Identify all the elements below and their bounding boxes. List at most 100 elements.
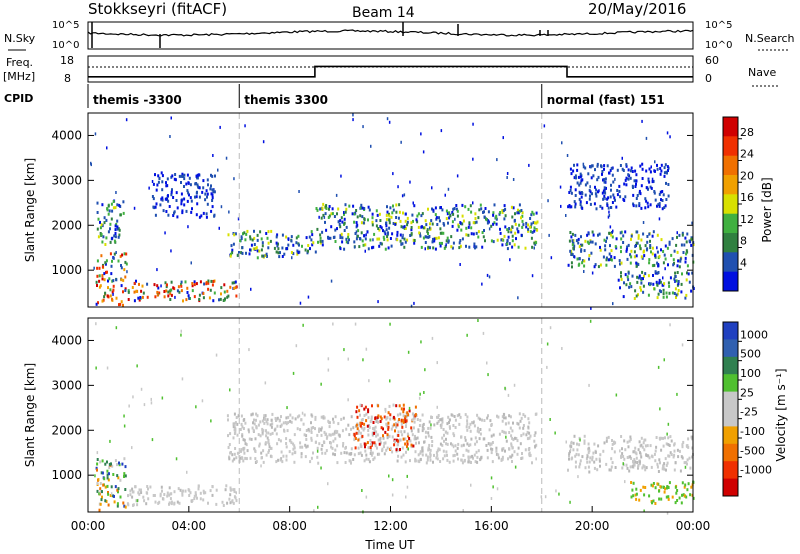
echo-cell [413, 420, 416, 424]
echo-cell [632, 481, 635, 485]
echo-cell [677, 280, 680, 283]
echo-cell [219, 125, 221, 129]
echo-cell [367, 433, 370, 437]
echo-cell [127, 503, 130, 507]
echo-cell [391, 211, 394, 215]
echo-cell [590, 251, 593, 255]
echo-cell [629, 435, 632, 439]
echo-cell [676, 231, 678, 235]
echo-cell [620, 435, 623, 438]
echo-cell [495, 449, 498, 453]
echo-cell [256, 414, 259, 418]
echo-cell [141, 295, 144, 299]
echo-cell [370, 417, 373, 421]
echo-cell [170, 190, 173, 194]
echo-cell [266, 436, 269, 440]
echo-cell [383, 415, 386, 419]
echo-cell [106, 366, 109, 370]
echo-cell [424, 247, 426, 251]
echo-cell [327, 482, 329, 486]
echo-cell [446, 422, 449, 426]
colorbar-swatch [723, 339, 738, 358]
echo-cell [614, 466, 617, 469]
echo-cell [127, 298, 130, 301]
echo-cell [110, 485, 113, 489]
echo-cell [156, 268, 158, 272]
echo-cell [106, 473, 109, 477]
echo-cell [591, 230, 594, 234]
echo-cell [340, 174, 342, 178]
echo-cell [664, 267, 666, 271]
echo-cell [382, 235, 385, 239]
echo-cell [425, 223, 428, 227]
echo-cell [369, 439, 372, 442]
echo-cell [302, 323, 304, 327]
echo-cell [510, 442, 513, 446]
echo-cell [258, 442, 261, 446]
echo-cell [178, 290, 181, 294]
echo-cell [535, 241, 538, 245]
date-title: 20/May/2016 [588, 0, 686, 18]
echo-cell [419, 450, 422, 454]
echo-cell [441, 443, 444, 447]
echo-cell [442, 449, 445, 453]
echo-cell [622, 169, 625, 172]
echo-cell [660, 198, 662, 202]
freq-tick-top: 18 [60, 54, 74, 67]
echo-cell [339, 225, 342, 229]
echo-cell [240, 235, 243, 239]
echo-cell [421, 212, 424, 216]
echo-cell [137, 491, 140, 495]
echo-cell [468, 425, 471, 429]
echo-cell [488, 227, 491, 231]
echo-cell [401, 425, 404, 429]
echo-cell [579, 172, 582, 176]
colorbar-swatch [723, 233, 738, 253]
echo-cell [131, 487, 134, 491]
echo-cell [404, 437, 407, 441]
nsky-label: N.Sky [4, 32, 36, 45]
echo-cell [534, 221, 536, 225]
echo-cell [385, 422, 388, 426]
echo-cell [193, 283, 196, 287]
colorbar-tick-label: 8 [740, 235, 747, 248]
echo-cell [169, 292, 172, 296]
echo-cell [402, 233, 404, 237]
echo-cell [278, 255, 281, 259]
echo-cell [404, 240, 407, 244]
echo-cell [210, 209, 213, 213]
echo-cell [206, 202, 209, 206]
echo-cell [458, 413, 461, 417]
echo-cell [196, 176, 199, 180]
echo-cell [465, 244, 467, 248]
echo-cell [202, 179, 205, 183]
echo-cell [443, 433, 445, 437]
echo-cell [508, 447, 510, 451]
echo-cell [232, 436, 235, 440]
echo-cell [520, 434, 523, 438]
echo-cell [469, 429, 472, 433]
echo-cell [666, 246, 669, 250]
echo-cell [588, 254, 591, 257]
echo-cell [135, 499, 138, 503]
echo-cell [234, 426, 237, 430]
echo-cell [301, 244, 303, 248]
echo-cell [152, 182, 155, 186]
echo-cell [464, 205, 467, 209]
echo-cell [497, 415, 500, 419]
echo-cell [442, 457, 445, 461]
echo-cell [211, 199, 214, 202]
nave-tick-bottom: 0 [705, 72, 712, 85]
echo-cell [387, 427, 390, 431]
echo-cell [380, 441, 382, 445]
echo-cell [684, 465, 687, 469]
echo-cell [641, 167, 644, 171]
echo-cell [372, 427, 374, 431]
echo-cell [260, 464, 262, 468]
echo-cell [115, 191, 117, 194]
echo-cell [275, 235, 278, 239]
echo-cell [252, 428, 255, 432]
echo-cell [186, 173, 189, 177]
echo-cell [120, 264, 122, 267]
echo-cell [127, 290, 130, 294]
